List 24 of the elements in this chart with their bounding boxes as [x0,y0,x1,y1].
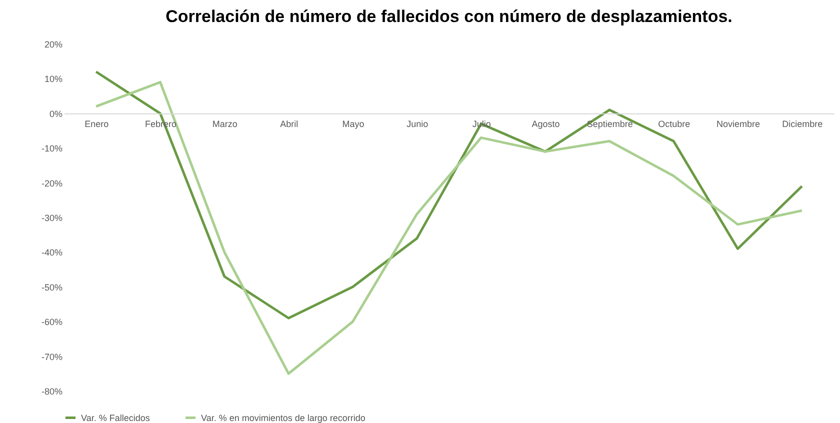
x-tick-label: Mayo [342,118,364,129]
x-tick-label: Junio [406,118,428,129]
x-tick-label: Diciembre [782,118,823,129]
y-tick-label: 20% [44,40,62,50]
y-tick-label: -10% [41,144,62,154]
x-tick-label: Enero [84,118,109,129]
x-tick-label: Abril [280,118,298,129]
y-tick-label: -40% [41,248,62,258]
x-tick-label: Octubre [658,118,690,129]
y-tick-label: -60% [41,317,62,328]
y-tick-label: -20% [41,178,62,188]
legend-label: Var. % en movimientos de largo recorrido [201,412,366,423]
x-tick-label: Noviembre [716,118,760,129]
y-tick-label: -30% [41,213,62,223]
x-tick-label: Agosto [532,118,560,129]
y-tick-label: -80% [41,386,62,396]
x-tick-label: Septiembre [586,118,633,129]
y-tick-label: -70% [41,352,62,362]
y-tick-label: 0% [49,108,62,119]
y-tick-label: 10% [44,74,62,84]
y-tick-label: -50% [41,282,62,292]
x-tick-label: Marzo [212,118,238,129]
legend-label: Var. % Fallecidos [81,412,150,423]
chart-title: Correlación de número de fallecidos con número de desplazamientos. [166,7,732,26]
